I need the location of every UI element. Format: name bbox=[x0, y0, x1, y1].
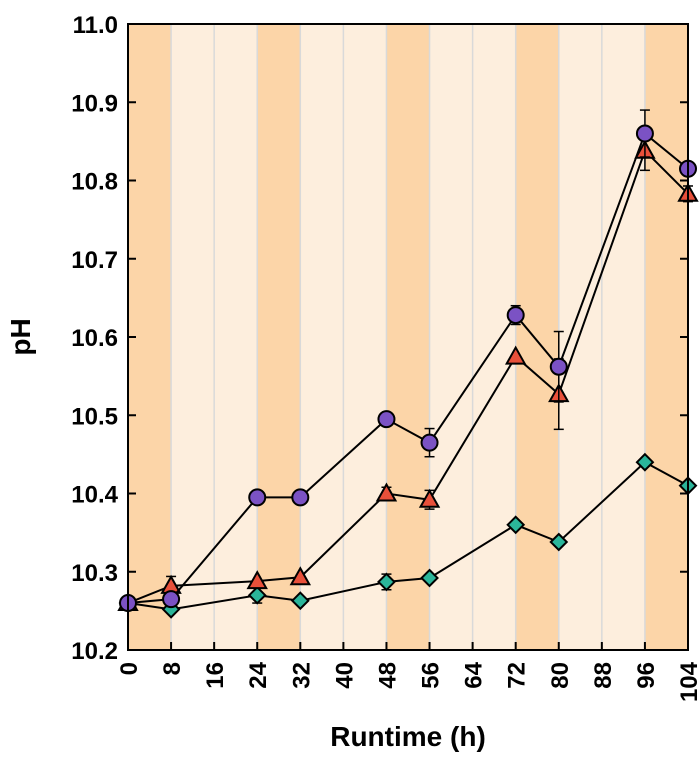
data-point-diamond bbox=[290, 591, 310, 611]
x-tick-label: 72 bbox=[504, 662, 531, 689]
x-tick-label: 104 bbox=[676, 661, 700, 702]
data-point-triangle bbox=[289, 566, 312, 586]
y-axis-title: pH bbox=[5, 318, 36, 355]
x-tick-label: 16 bbox=[202, 662, 229, 689]
y-tick-label: 10.4 bbox=[71, 482, 118, 509]
x-tick-label: 48 bbox=[374, 662, 401, 689]
y-tick-label: 10.2 bbox=[71, 638, 118, 665]
x-tick-label: 32 bbox=[288, 662, 315, 689]
data-point-diamond bbox=[247, 585, 267, 605]
x-tick-label: 40 bbox=[331, 662, 358, 689]
data-series bbox=[117, 109, 699, 619]
data-point-triangle bbox=[246, 570, 268, 590]
data-point-circle bbox=[377, 410, 396, 429]
data-point-circle bbox=[635, 124, 654, 143]
x-tick-label: 24 bbox=[245, 661, 272, 688]
x-tick-label: 96 bbox=[633, 662, 660, 689]
x-tick-label: 80 bbox=[547, 662, 574, 689]
data-point-diamond bbox=[377, 572, 396, 592]
y-tick-label: 10.8 bbox=[71, 169, 118, 196]
data-point-diamond bbox=[549, 532, 569, 552]
y-tick-label: 10.7 bbox=[71, 247, 118, 274]
data-point-diamond bbox=[506, 515, 526, 535]
data-point-diamond bbox=[420, 568, 439, 588]
data-point-circle bbox=[291, 488, 310, 507]
y-axis-ticks: 10.2 10.3 10.4 10.5 10.6 10.7 10.8 10.9 11.0 bbox=[71, 12, 688, 665]
x-axis-title: Runtime (h) bbox=[330, 721, 486, 752]
data-point-circle bbox=[420, 433, 439, 452]
series-line-diamonds bbox=[127, 460, 689, 611]
data-point-triangle bbox=[504, 345, 527, 365]
band-dark-1 bbox=[257, 24, 301, 650]
x-tick-label: 8 bbox=[159, 662, 186, 675]
y-tick-label: 10.9 bbox=[71, 90, 118, 117]
data-point-circle bbox=[549, 357, 568, 376]
x-tick-label: 88 bbox=[590, 662, 617, 689]
data-point-circle bbox=[248, 488, 267, 507]
y-tick-label: 10.3 bbox=[71, 560, 118, 587]
vertical-gridlines bbox=[170, 24, 646, 650]
y-tick-label: 10.5 bbox=[71, 403, 118, 430]
band-dark-2 bbox=[386, 24, 430, 650]
series-line-circles bbox=[127, 131, 689, 605]
data-point-circle bbox=[506, 306, 525, 325]
data-point-triangle bbox=[375, 482, 398, 502]
band-dark-3 bbox=[515, 24, 559, 650]
y-tick-label: 11.0 bbox=[73, 12, 118, 39]
x-tick-label: 64 bbox=[461, 661, 488, 688]
data-point-triangle bbox=[418, 488, 441, 508]
data-point-diamond bbox=[635, 452, 655, 472]
y-tick-label: 10.6 bbox=[71, 325, 118, 352]
series-diamonds bbox=[118, 452, 698, 619]
series-line-triangles bbox=[127, 148, 689, 604]
data-point-circle bbox=[162, 590, 181, 609]
x-tick-label: 56 bbox=[418, 662, 445, 689]
x-tick-label: 0 bbox=[116, 662, 143, 675]
x-axis-ticks: 0 8 16 24 32 40 48 56 64 72 80 88 96 104 bbox=[116, 642, 700, 702]
background-bands bbox=[128, 24, 688, 650]
